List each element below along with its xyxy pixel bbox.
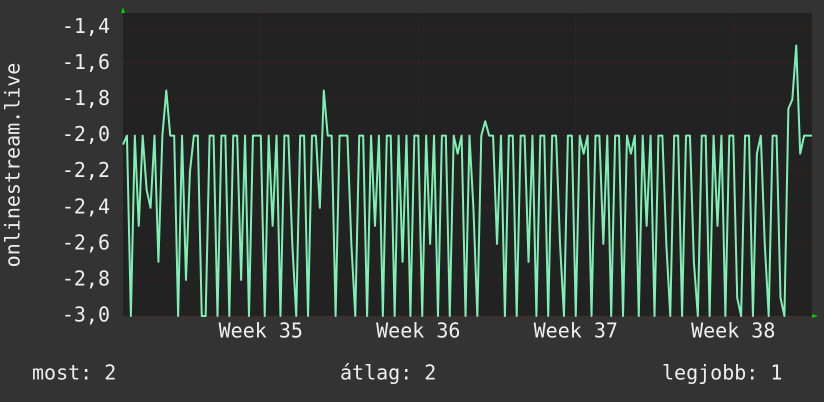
y-tick-label: -2,6	[62, 230, 110, 254]
footer-average: átlag: 2	[340, 361, 436, 385]
x-tick-label: Week 37	[534, 319, 618, 343]
y-tick-label: -3,0	[62, 303, 110, 327]
y-tick-label: -2,8	[62, 266, 110, 290]
y-tick-label: -2,4	[62, 194, 110, 218]
x-tick-label: Week 36	[376, 319, 460, 343]
axis-arrow	[121, 7, 125, 13]
x-tick-label: Week 38	[691, 319, 775, 343]
footer-current: most: 2	[32, 361, 116, 385]
y-tick-label: -2,0	[62, 122, 110, 146]
y-tick-label: -2,2	[62, 158, 110, 182]
y-tick-label: -1,6	[62, 50, 110, 74]
y-tick-label: -1,8	[62, 86, 110, 110]
data-line	[122, 44, 812, 317]
y-tick-label: -1,4	[62, 14, 110, 38]
y-axis-label: onlinestream.live	[1, 63, 25, 268]
axis-arrow	[812, 314, 818, 318]
x-tick-label: Week 35	[219, 319, 303, 343]
footer-best: legjobb: 1	[662, 361, 782, 385]
